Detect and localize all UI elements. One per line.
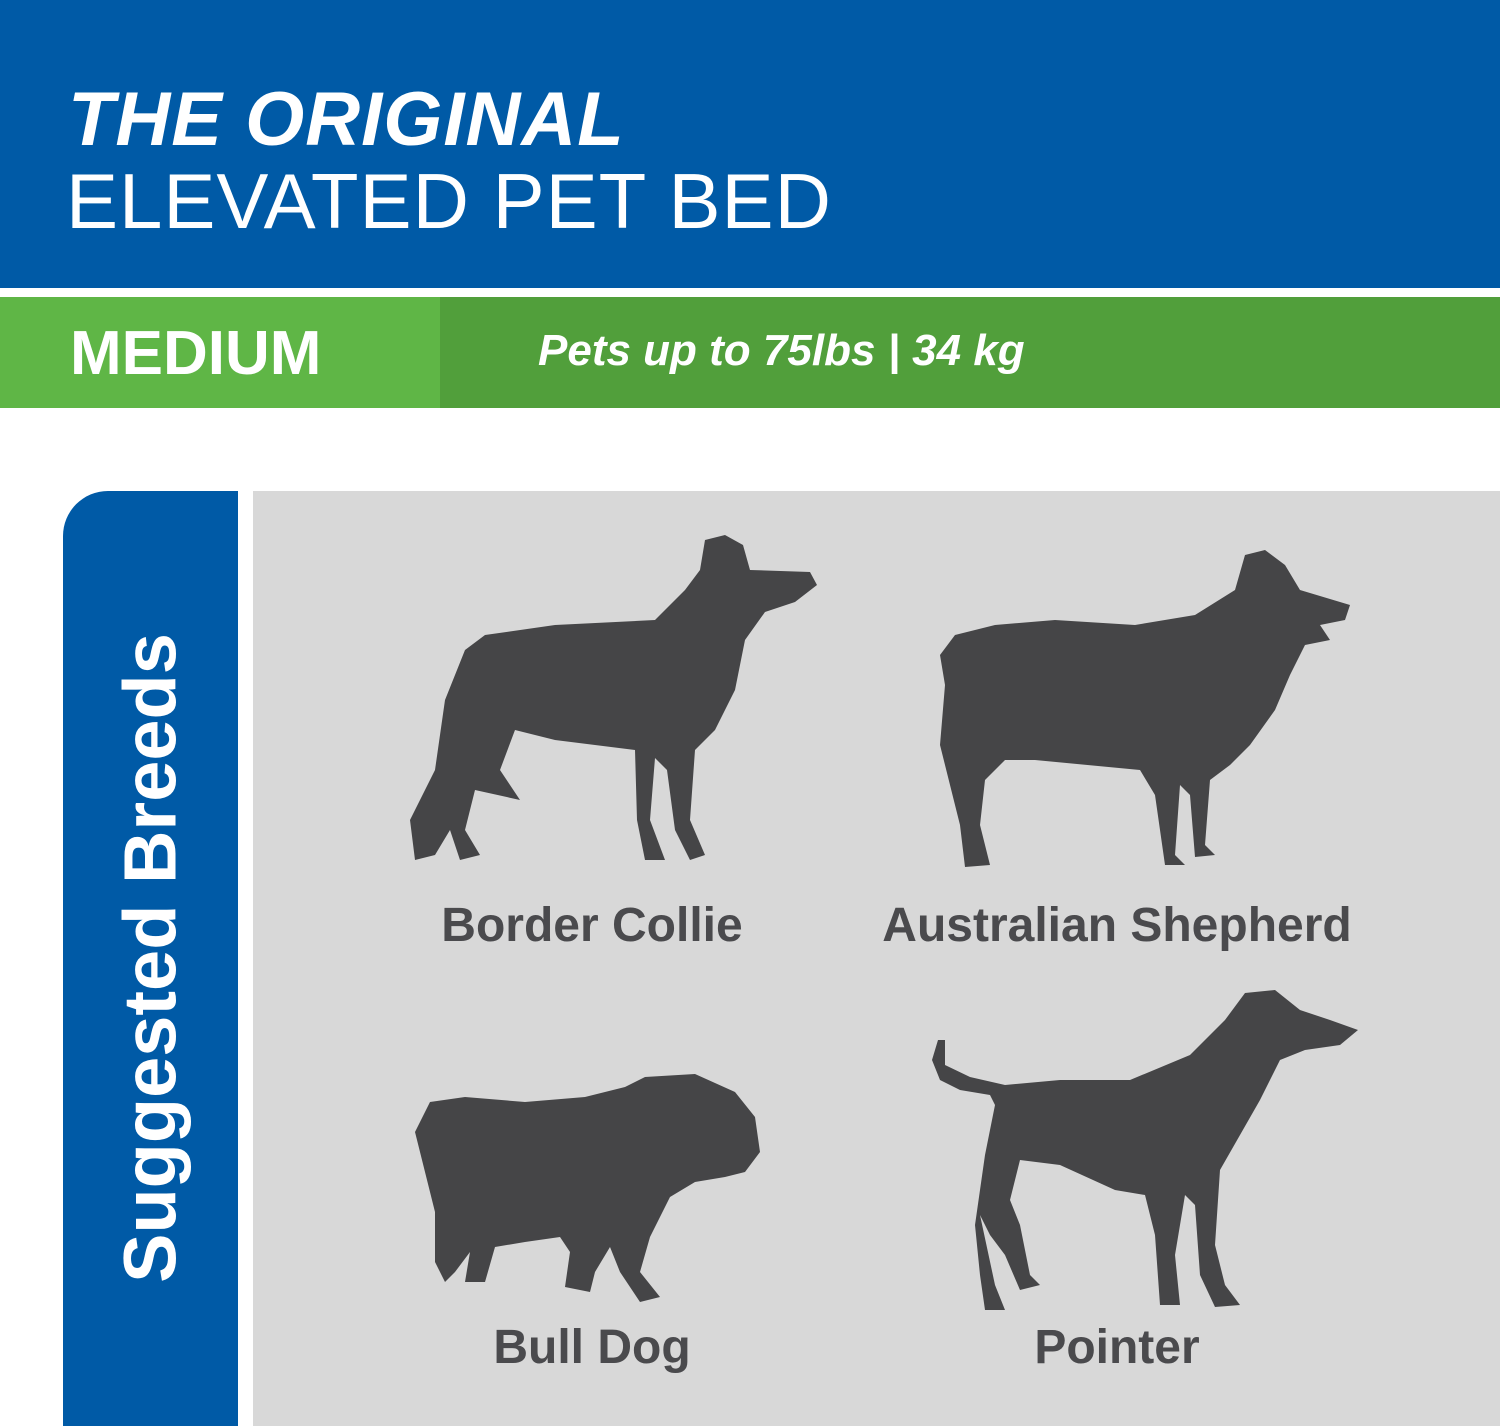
bulldog-icon [415,1072,765,1312]
pointer-icon [930,985,1360,1315]
capacity-label: Pets up to 75lbs | 34 kg [538,326,1025,375]
australian-shepherd-icon [935,545,1365,875]
header-banner: THE ORIGINAL ELEVATED PET BED [0,0,1500,288]
breed-label-bull-dog: Bull Dog [493,1321,691,1374]
border-collie-icon [405,530,825,870]
size-label: MEDIUM [70,319,322,388]
breeds-heading: Suggested Breeds [108,633,192,1283]
size-band-right [440,297,1500,408]
title-line-2: ELEVATED PET BED [66,157,832,245]
breed-label-australian-shepherd: Australian Shepherd [882,899,1352,952]
breed-label-pointer: Pointer [1034,1321,1200,1374]
breed-label-border-collie: Border Collie [441,899,743,952]
title-line-1: THE ORIGINAL [68,77,625,162]
size-band-left [0,297,440,408]
breeds-tab [63,491,238,1426]
